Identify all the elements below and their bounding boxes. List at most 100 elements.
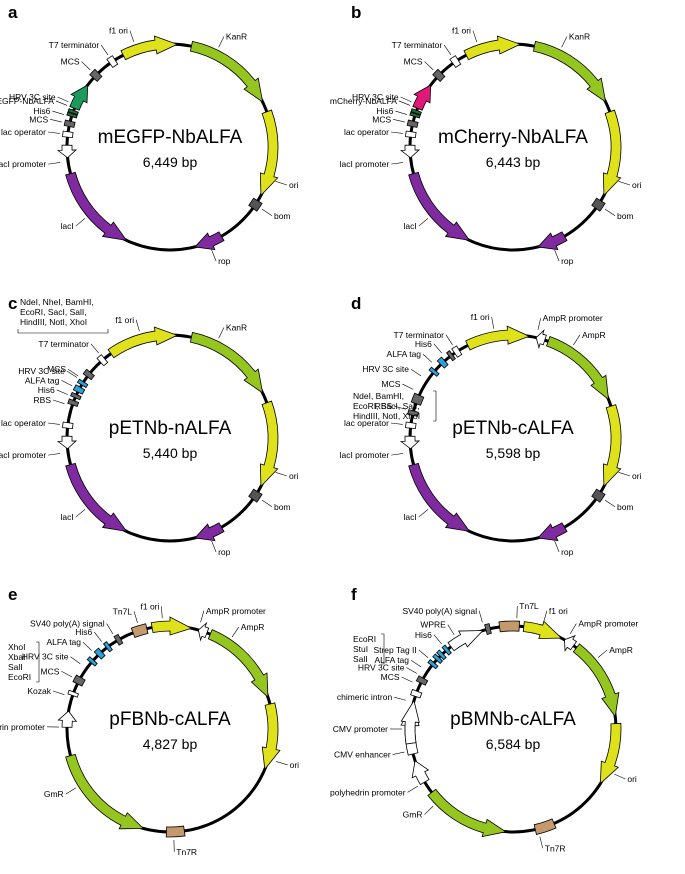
feature-label: ori — [627, 774, 637, 784]
panel-letter: c — [8, 294, 17, 313]
plasmid-size: 4,827 bp — [143, 736, 198, 752]
feature-mcs: MCS — [47, 364, 95, 381]
feature-label: bom — [274, 502, 291, 512]
plasmid-map-d: d pETNb-cALFA 5,598 bp T7 terminatorHis6ALF… — [340, 294, 642, 557]
feature-label: Tn7R — [176, 847, 197, 857]
feature-bom: bom — [248, 197, 291, 221]
restriction-site-line: HindIII, NotI, XhoI — [353, 411, 420, 421]
feature-label: KanR — [226, 322, 247, 332]
feature-label: Kozak — [27, 686, 51, 696]
feature-ori: ori — [259, 109, 299, 197]
feature-label: RBS — [375, 401, 393, 411]
feature-f1-ori: f1 ori — [109, 26, 179, 61]
feature-label: T7 terminator — [38, 339, 89, 349]
mcs-restriction-sites: NdeI, BamHI,EcoRI, SacI, SalI,HindIII, N… — [353, 390, 437, 422]
feature-ampr-promoter: AmpR promoter — [535, 313, 603, 350]
feature-laci-promoter: lacI promoter — [340, 435, 421, 460]
feature-label: f1 ori — [549, 606, 568, 616]
feature-t7-terminator: T7 terminator — [393, 330, 463, 358]
feature-t7-terminator: T7 terminator — [38, 339, 109, 367]
feature-label: AmpR — [241, 622, 265, 632]
feature-label: MCS — [47, 364, 66, 374]
feature-rbs: RBS — [375, 401, 419, 417]
feature-label: GmR — [44, 789, 64, 799]
feature-hrv-3c-site: HRV 3C site — [352, 92, 421, 119]
feature-his6: His6 — [376, 106, 422, 116]
feature-label: mEGFP-NbALFA — [0, 96, 54, 106]
feature-ampr: AmpR — [572, 643, 633, 718]
feature-label: lacI — [61, 221, 74, 231]
plasmid-panel-b: b mCherry-NbALFA 6,443 bp MCS T7 terminator f… — [330, 0, 685, 291]
feature-label: HRV 3C site — [362, 364, 409, 374]
feature-hrv-3c-site: HRV 3C site — [358, 659, 439, 674]
feature-label: KanR — [569, 31, 590, 41]
feature-label: HRV 3C site — [358, 663, 405, 673]
feature-f1-ori: f1 ori — [465, 312, 531, 351]
feature-label: lac operator — [344, 418, 389, 428]
feature-mcs: MCS — [29, 114, 76, 128]
feature-label: bom — [274, 211, 291, 221]
feature-alfa-tag: ALFA tag — [375, 653, 444, 668]
feature-laci: lacI — [61, 171, 128, 241]
feature-rop: rop — [194, 522, 231, 557]
feature-laci: lacI — [61, 462, 128, 532]
feature-ampr-promoter: AmpR promoter — [564, 619, 639, 652]
feature-label: f1 ori — [471, 312, 490, 322]
feature-laci-promoter: lacI promoter — [0, 144, 78, 169]
restriction-site-line: NdeI, NheI, BamHI, — [20, 297, 94, 307]
feature-label: chimeric intron — [337, 692, 393, 702]
plasmid-name: pBMNb-cALFA — [450, 709, 576, 730]
feature-mcs: MCS — [381, 672, 429, 686]
restriction-site-line: XhoI — [8, 642, 26, 652]
feature-label: His6 — [376, 106, 393, 116]
feature-alfa-tag: ALFA tag — [387, 349, 449, 369]
restriction-site-line: HindIII, NotI, XhoI — [20, 317, 87, 327]
plasmid-size: 6,584 bp — [486, 736, 541, 752]
feature-label: ori — [632, 471, 642, 481]
feature-hrv-3c-site: HRV 3C site — [22, 652, 98, 667]
feature-label: f1 ori — [115, 315, 134, 325]
feature-ampr: AmpR — [207, 622, 269, 699]
plasmid-map-e: e pFBNb-cALFA 4,827 bp Tn7L SV40 poly(A) sig… — [0, 585, 299, 857]
feature-gmr: GmR — [44, 753, 145, 830]
feature-label: HRV 3C site — [18, 366, 65, 376]
feature-label: MCS — [404, 57, 423, 67]
panel-letter: a — [8, 3, 18, 22]
feature-mcs: MCS — [382, 379, 425, 406]
restriction-site-line: XbaI — [8, 652, 26, 662]
feature-kanr: KanR — [189, 322, 264, 394]
feature-label: HRV 3C site — [22, 652, 69, 662]
feature-label: His6 — [33, 106, 50, 116]
feature-bom: bom — [248, 488, 291, 512]
plasmid-size: 5,440 bp — [143, 445, 198, 461]
feature-laci: lacI — [404, 171, 471, 241]
feature-label: MCS — [372, 114, 391, 124]
feature-chimeric-intron: chimeric intron — [337, 688, 423, 702]
plasmid-panel-c: c pETNb-nALFA 5,440 bp MCS T7 terminator f1 o… — [0, 291, 342, 582]
feature-rop: rop — [537, 231, 574, 266]
feature-label: ALFA tag — [375, 655, 410, 665]
feature-label: GmR — [403, 809, 423, 819]
feature-his6: His6 — [415, 339, 456, 362]
feature-ori: ori — [602, 404, 642, 488]
feature-label: polyhedrin promoter — [0, 722, 45, 732]
feature-hrv-3c-site: HRV 3C site — [9, 92, 78, 119]
feature-ampr-promoter: AmpR promoter — [197, 606, 266, 642]
feature-label: bom — [617, 502, 634, 512]
plasmid-name: pFBNb-cALFA — [109, 709, 231, 730]
feature-ori: ori — [599, 722, 637, 785]
feature-label: MCS — [41, 666, 60, 676]
feature-gmr: GmR — [403, 788, 507, 838]
feature-label: Tn7R — [545, 843, 566, 853]
feature-label: lacI promoter — [340, 159, 390, 169]
feature-f1-ori: f1 ori — [141, 601, 193, 636]
feature-his6: His6 — [38, 385, 82, 401]
feature-label: ori — [289, 180, 299, 190]
restriction-site-line: EcoRI — [8, 672, 31, 682]
feature-label: rop — [561, 256, 574, 266]
feature-label: T7 terminator — [49, 40, 100, 50]
feature-label: CMV promoter — [333, 724, 388, 734]
feature-label: rop — [561, 547, 574, 557]
plasmid-panel-d: d pETNb-cALFA 5,598 bp T7 terminator His6 ALF… — [340, 291, 685, 582]
